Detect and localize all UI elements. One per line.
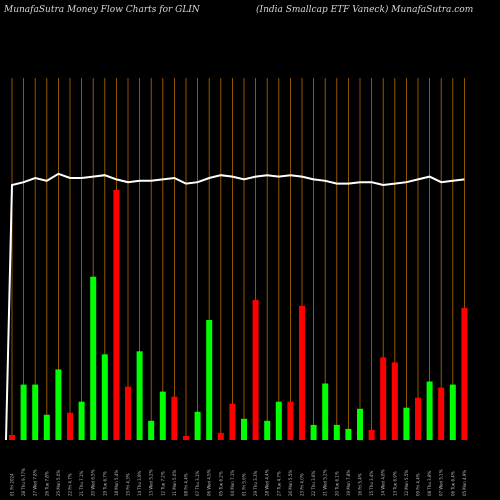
bar <box>380 357 387 440</box>
x-tick-label: 21 Thu 7.1% <box>79 470 84 496</box>
bar <box>206 320 213 440</box>
bar <box>229 403 236 440</box>
bar <box>426 381 433 440</box>
bar <box>287 401 294 440</box>
x-tick-label: 22 Thu 3.6% <box>311 470 316 496</box>
x-tick-label: 22 Fri 4.7% <box>68 473 73 496</box>
bar <box>78 401 85 440</box>
x-tick-label: 08 Fri 4.4% <box>184 473 189 496</box>
x-axis-labels: 01 Fri 2024 28 Thu 9.77% 27 Wed 7.8% 26 Tue… <box>10 468 467 496</box>
bar <box>415 397 421 440</box>
x-tick-label: 13 Tue 6.9% <box>392 471 397 496</box>
bar <box>345 428 352 440</box>
bar <box>391 362 398 440</box>
x-tick-label: 25 Mon 5.0% <box>56 470 61 496</box>
bar <box>252 299 259 440</box>
x-tick-label: 07 Wed 5.1% <box>439 469 444 496</box>
x-tick-label: 14 Thu 3.9% <box>137 470 142 496</box>
x-tick-label: 28 Wed 4.4% <box>265 469 270 496</box>
bar <box>43 414 50 440</box>
x-tick-label: 12 Mon 5.5% <box>404 470 409 496</box>
bar <box>101 354 108 440</box>
x-tick-label: 01 Fri 2024 <box>10 473 15 496</box>
bar <box>299 305 305 440</box>
chart-title-left: MunafaSutra Money Flow Charts for GLIN <box>4 5 200 15</box>
bar <box>171 396 178 440</box>
x-tick-label: 15 Thu 3.4% <box>369 470 374 496</box>
x-tick-label: 18 Mon 5.4% <box>114 470 119 496</box>
bar <box>275 401 282 440</box>
x-tick-label: 28 Thu 9.77% <box>21 468 26 496</box>
x-tick-label: 13 Wed 5.2% <box>149 469 154 496</box>
x-tick-label: 27 Wed 7.8% <box>33 469 38 496</box>
x-tick-label: 16 Fri 5.4% <box>358 473 363 496</box>
bar <box>310 424 317 440</box>
bar <box>333 424 340 440</box>
x-tick-label: 15 Fri 4.3% <box>126 473 131 496</box>
x-tick-label: 05 Mon 4.9% <box>462 470 467 496</box>
bar <box>461 307 468 440</box>
chart-title-right: (India Smallcap ETF Vaneck) MunafaSutra.… <box>256 5 474 15</box>
bar <box>113 190 120 440</box>
x-tick-label: 27 Tue 4.7% <box>276 471 281 496</box>
bar <box>217 432 224 440</box>
x-tick-label: 08 Thu 3.8% <box>427 470 432 496</box>
bar <box>438 387 445 440</box>
x-tick-label: 29 Thu 3.3% <box>253 470 258 496</box>
bar <box>368 429 375 440</box>
x-tick-label: 23 Fri 4.0% <box>300 473 305 496</box>
bar <box>264 420 271 440</box>
x-tick-label: 26 Mon 5.5% <box>288 470 293 496</box>
x-tick-label: 06 Wed 4.5% <box>207 469 212 496</box>
x-tick-label: 01 Fri 5.6% <box>242 473 247 496</box>
bar <box>322 383 329 440</box>
x-tick-label: 14 Wed 4.8% <box>381 469 386 496</box>
x-tick-label: 20 Wed 6.5% <box>91 469 96 496</box>
price-polyline <box>5 172 465 441</box>
bar <box>183 436 189 440</box>
x-tick-label: 26 Tue 7.8% <box>44 471 49 496</box>
x-tick-label: 07 Thu 3.1% <box>195 470 200 496</box>
x-tick-label: 12 Tue 7.2% <box>160 471 165 496</box>
bar <box>55 369 62 440</box>
bar <box>9 435 15 440</box>
bar <box>90 276 97 440</box>
x-tick-label: 19 Tue 6.7% <box>102 471 107 496</box>
x-tick-label: 09 Fri 4.4% <box>416 473 421 496</box>
x-tick-label: 20 Tue 6.1% <box>334 471 339 496</box>
bars <box>9 190 468 441</box>
bar <box>136 351 143 440</box>
bar <box>357 408 363 441</box>
bar <box>20 384 27 440</box>
x-tick-label: 05 Tue 6.2% <box>218 471 223 496</box>
bar <box>449 384 456 440</box>
bar <box>32 384 39 440</box>
x-tick-label: 04 Mon 7.1% <box>230 470 235 496</box>
bar <box>148 420 155 440</box>
bar <box>403 407 410 440</box>
bar <box>67 412 73 440</box>
bar <box>194 411 201 440</box>
price-line <box>5 172 465 441</box>
bar <box>241 418 247 440</box>
x-tick-label: 11 Mon 5.0% <box>172 470 177 496</box>
x-tick-label: 21 Wed 5.2% <box>323 469 328 496</box>
bar <box>159 391 166 440</box>
x-tick-label: 06 Tue 6.4% <box>450 471 455 496</box>
bar <box>125 386 131 440</box>
x-tick-label: 19 Mon 7.8% <box>346 470 351 496</box>
